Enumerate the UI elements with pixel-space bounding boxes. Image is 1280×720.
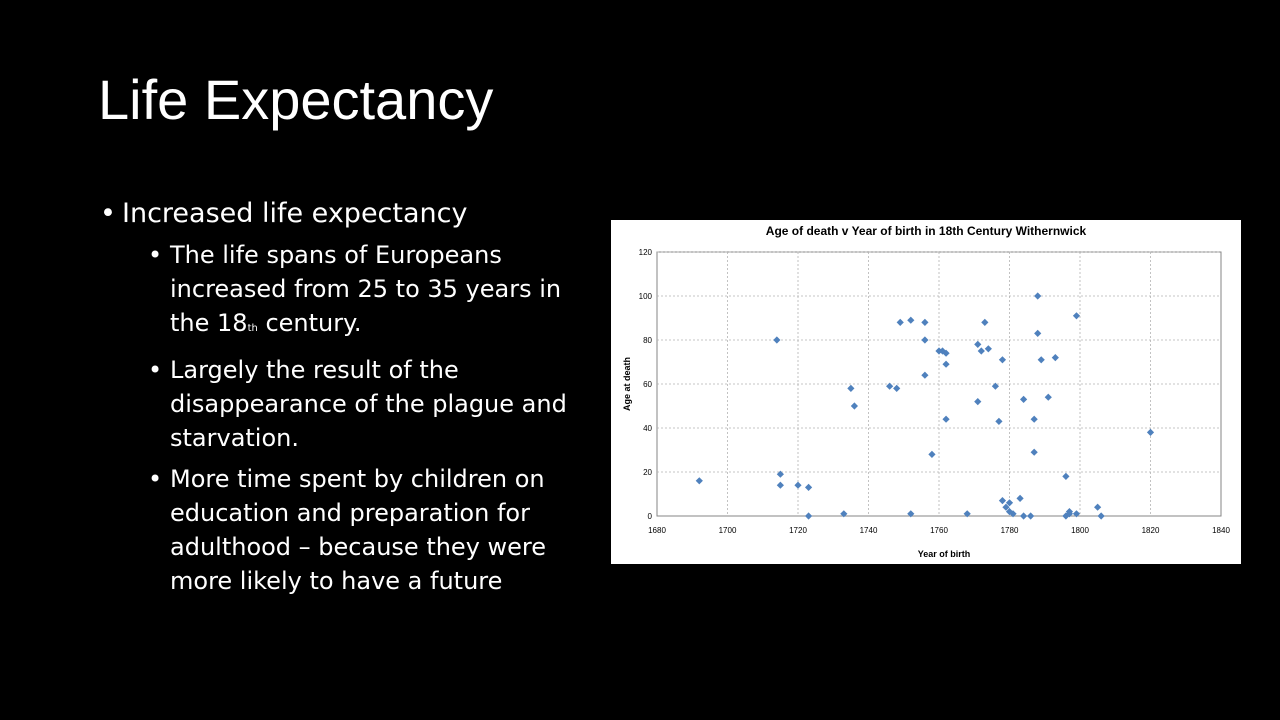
data-point (1146, 428, 1155, 436)
y-tick-label: 0 (648, 512, 653, 521)
data-point (907, 316, 915, 324)
data-point (1072, 510, 1081, 518)
data-point (1030, 415, 1038, 423)
data-point (840, 510, 848, 518)
x-tick-label: 1800 (1071, 526, 1089, 535)
x-axis-label: Year of birth (918, 549, 971, 559)
ordinal-superscript: th (247, 323, 258, 334)
data-point (886, 382, 894, 390)
data-point (1072, 312, 1081, 320)
y-tick-label: 120 (639, 248, 653, 257)
data-point (1009, 510, 1017, 518)
data-point (963, 510, 971, 518)
sub-bullet-list: The life spans of Europeans increased fr… (100, 238, 600, 598)
data-point (1037, 356, 1045, 364)
data-point (1044, 393, 1052, 401)
data-point (847, 384, 855, 392)
bullet-list: Increased life expectancy The life spans… (100, 196, 600, 605)
data-point (907, 510, 915, 518)
x-tick-label: 1780 (1001, 526, 1019, 535)
data-point (1027, 512, 1035, 520)
data-point (998, 356, 1007, 364)
y-tick-label: 100 (639, 292, 653, 301)
data-point (850, 402, 858, 410)
data-point (974, 398, 982, 406)
data-point (977, 347, 985, 355)
x-tick-label: 1700 (719, 526, 737, 535)
data-point (942, 415, 950, 423)
data-point (938, 347, 947, 355)
scatter-chart: Age of death v Year of birth in 18th Cen… (611, 220, 1241, 564)
data-point (893, 384, 901, 392)
y-axis-label: Age at death (622, 357, 632, 411)
data-point (1097, 512, 1105, 520)
x-tick-label: 1760 (930, 526, 948, 535)
data-point (928, 450, 936, 458)
chart-title: Age of death v Year of birth in 18th Cen… (766, 224, 1087, 238)
data-point (1034, 329, 1042, 337)
data-point (1020, 395, 1028, 403)
data-point (921, 371, 929, 379)
data-point (776, 481, 784, 489)
data-point (773, 336, 781, 344)
data-point (942, 360, 950, 368)
slide-title: Life Expectancy (98, 68, 494, 131)
data-point (991, 382, 999, 390)
x-tick-label: 1840 (1212, 526, 1230, 535)
data-point (1051, 354, 1059, 362)
data-point (695, 477, 703, 485)
data-point (896, 318, 904, 326)
y-tick-label: 40 (643, 424, 652, 433)
data-point (804, 512, 813, 520)
y-tick-label: 80 (643, 336, 652, 345)
data-point (921, 336, 929, 344)
sub-bullet-1-tail: century. (257, 309, 362, 337)
data-point (1030, 448, 1038, 456)
plot-area: 0 20 40 60 80 100 120 1680 1700 1720 1740 1760 1780 1… (639, 248, 1231, 535)
sub-bullet-1-text: The life spans of Europeans increased fr… (170, 241, 562, 337)
data-point (1020, 512, 1028, 520)
data-point (1034, 292, 1042, 300)
data-point (942, 349, 950, 357)
sub-bullet-3: More time spent by children on education… (148, 462, 600, 598)
data-point (984, 345, 992, 353)
data-point (1016, 494, 1024, 502)
data-point (974, 340, 982, 348)
sub-bullet-2: Largely the result of the disappearance … (148, 353, 600, 455)
y-tick-label: 20 (643, 468, 652, 477)
data-point (1002, 503, 1010, 511)
x-tick-label: 1740 (860, 526, 878, 535)
x-tick-label: 1680 (648, 526, 666, 535)
data-point (776, 470, 784, 478)
x-tick-label: 1820 (1142, 526, 1160, 535)
scatter-chart-svg: Age of death v Year of birth in 18th Cen… (622, 224, 1231, 559)
data-point (998, 497, 1007, 505)
x-tick-label: 1720 (789, 526, 807, 535)
data-point (1062, 472, 1070, 480)
y-tick-label: 60 (643, 380, 652, 389)
bullet-main: Increased life expectancy (100, 196, 600, 232)
data-point (804, 483, 813, 491)
data-point (981, 318, 989, 326)
data-point (995, 417, 1003, 425)
data-point (1094, 503, 1102, 511)
data-point (1005, 499, 1014, 507)
data-point (1065, 510, 1074, 518)
data-point (921, 318, 929, 326)
sub-bullet-1: The life spans of Europeans increased fr… (148, 238, 600, 346)
data-point (794, 481, 802, 489)
